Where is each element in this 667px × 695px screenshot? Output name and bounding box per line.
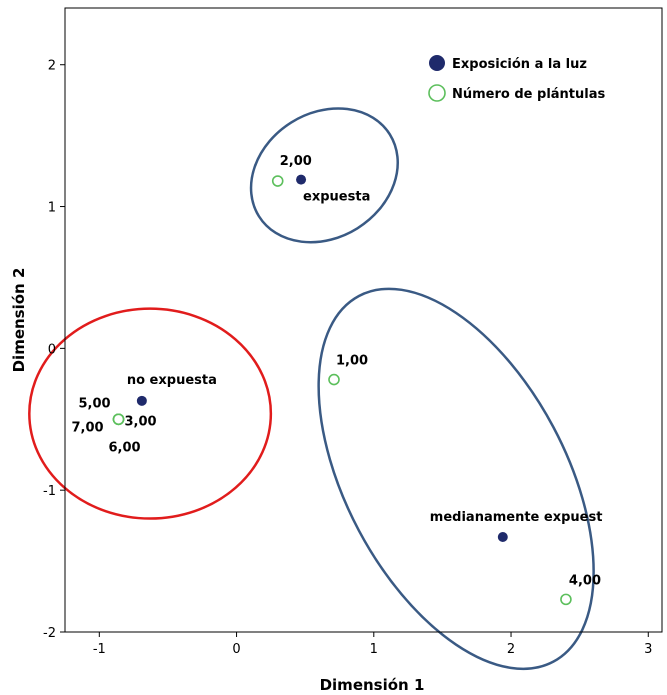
x-tick-label: 2 [507, 642, 515, 657]
exposicion-point [296, 174, 307, 185]
ellipse-annotation [249, 107, 399, 244]
x-tick-label: 3 [644, 642, 652, 657]
legend-label-exposicion: Exposición a la luz [452, 57, 587, 72]
points-layer [112, 174, 572, 606]
x-tick-label: 1 [370, 642, 378, 657]
ellipse-annotations [28, 107, 595, 671]
point-label: 4,00 [569, 573, 601, 588]
y-tick-label: 1 [48, 201, 56, 216]
point-label: medianamente expuest [430, 510, 603, 525]
x-tick-label: 0 [232, 642, 240, 657]
y-tick-label: -1 [43, 484, 56, 499]
plantulas-point [271, 175, 284, 187]
point-labels: expuesta no expuesta medianamente expuest 1… [72, 154, 603, 588]
plantulas-point [328, 373, 340, 386]
plantulas-point [560, 593, 572, 606]
plot-frame [64, 7, 663, 633]
ellipse-annotation [317, 287, 595, 671]
point-label: 7,00 [72, 420, 104, 435]
legend-marker-exposicion [429, 55, 445, 71]
x-axis-title: Dimensión 1 [320, 676, 425, 694]
y-axis: -2 -1 0 1 2 [43, 59, 65, 641]
point-label: 6,00 [109, 440, 141, 455]
point-label: 5,00 [79, 396, 111, 411]
x-axis: -1 0 1 2 3 [93, 632, 652, 657]
point-label: no expuesta [127, 373, 217, 388]
y-tick-label: -2 [43, 626, 56, 641]
y-tick-label: 0 [48, 342, 56, 357]
ellipse-annotation [28, 307, 273, 520]
x-tick-label: -1 [93, 642, 106, 657]
point-label: expuesta [303, 190, 370, 205]
exposicion-point [136, 395, 147, 406]
point-label: 2,00 [280, 154, 312, 169]
point-label: 3,00 [125, 414, 157, 429]
plantulas-point [112, 413, 125, 426]
legend-label-plantulas: Número de plántulas [452, 87, 606, 102]
y-axis-title: Dimensión 2 [10, 268, 28, 373]
legend-marker-plantulas [428, 84, 446, 102]
exposicion-point [497, 531, 508, 542]
y-tick-label: 2 [48, 59, 56, 74]
legend: Exposición a la luz Número de plántulas [428, 55, 606, 102]
point-label: 1,00 [336, 354, 368, 369]
